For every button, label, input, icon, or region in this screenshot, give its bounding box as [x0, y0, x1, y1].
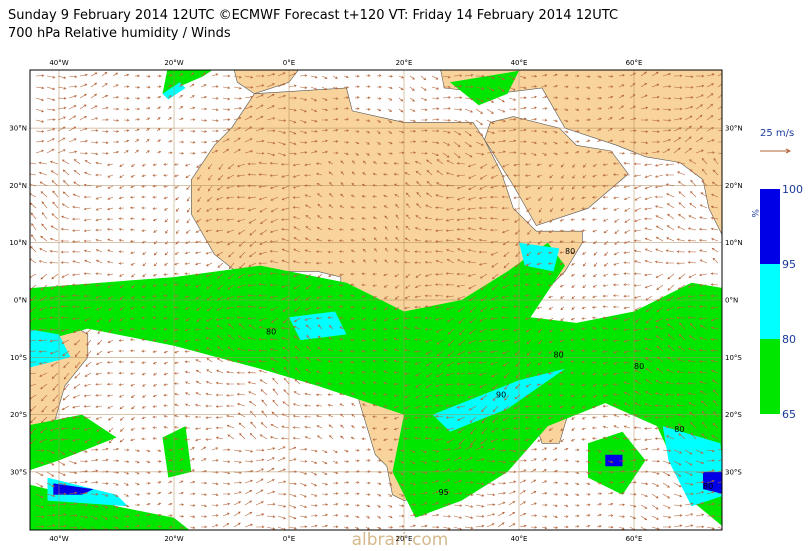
- lat-label-right: 20°N: [725, 182, 743, 190]
- contour-label: 80: [634, 362, 644, 371]
- colorbar-segment: [760, 339, 780, 414]
- colorbar-segment: [760, 264, 780, 339]
- lon-label-bottom: 0°E: [283, 535, 295, 543]
- colorbar-label: 65: [782, 408, 796, 421]
- lon-label-top: 40°E: [511, 59, 528, 67]
- lat-label-right: 10°N: [725, 239, 743, 247]
- lat-label-right: 10°S: [725, 354, 742, 362]
- watermark: albrari.com: [352, 530, 449, 550]
- lon-label-bottom: 60°E: [626, 535, 643, 543]
- lon-label-bottom: 40°E: [511, 535, 528, 543]
- humidity-cyan: [30, 329, 71, 368]
- lon-label-bottom: 40°W: [49, 535, 68, 543]
- lon-label-top: 60°E: [626, 59, 643, 67]
- colorbar-label: 100: [782, 183, 803, 196]
- wind-legend-label: 25 m/s: [760, 128, 794, 139]
- colorbar-label: 95: [782, 258, 796, 271]
- lon-label-top: 40°W: [49, 59, 68, 67]
- map-frame: [29, 69, 723, 531]
- lat-label-right: 30°S: [725, 468, 742, 476]
- map: 80 80 80 80 90 80 80 95: [30, 70, 722, 530]
- lat-label-right: 30°N: [725, 125, 743, 133]
- colorbar-segment: [760, 189, 780, 264]
- humidity-cyan: [289, 311, 347, 341]
- colorbar-unit: %: [749, 209, 759, 218]
- subtitle: 700 hPa Relative humidity / Winds: [8, 26, 231, 41]
- contour-label: 90: [496, 390, 506, 399]
- lon-label-top: 20°E: [396, 59, 413, 67]
- land-asia: [440, 70, 722, 236]
- contour-label: 80: [565, 247, 575, 256]
- lon-label-top: 20°W: [164, 59, 183, 67]
- lat-label-right: 20°S: [725, 411, 742, 419]
- contour-label: 80: [554, 350, 564, 359]
- lon-label-bottom: 20°W: [164, 535, 183, 543]
- lat-label-left: 30°N: [9, 125, 27, 133]
- humidity-green: [162, 426, 192, 478]
- contour-label: 80: [266, 327, 276, 336]
- lat-label-left: 20°S: [10, 411, 27, 419]
- lat-label-left: 0°N: [14, 297, 27, 305]
- lon-label-bottom: 20°E: [396, 535, 413, 543]
- humidity-green: [450, 70, 519, 106]
- humidity-blue: [53, 483, 94, 495]
- lat-label-right: 0°N: [725, 297, 738, 305]
- title: Sunday 9 February 2014 12UTC ©ECMWF Fore…: [8, 8, 618, 23]
- humidity-green: [30, 242, 722, 526]
- humidity-green: [30, 414, 117, 471]
- colorbar-label: 80: [782, 333, 796, 346]
- lat-label-left: 10°N: [9, 239, 27, 247]
- land-iberia: [233, 70, 299, 95]
- humidity-cyan: [47, 477, 128, 507]
- contour-label: 80: [703, 482, 713, 491]
- lat-label-left: 10°S: [10, 354, 27, 362]
- wind-arrows: [30, 71, 722, 530]
- land-arabia: [484, 116, 629, 226]
- humidity-blue: [703, 471, 722, 494]
- lat-label-left: 30°S: [10, 468, 27, 476]
- wind-legend-head: [785, 148, 792, 154]
- humidity-blue: [605, 454, 623, 467]
- humidity-cyan: [432, 368, 565, 432]
- lat-label-left: 20°N: [9, 182, 27, 190]
- contour-label: 80: [674, 425, 684, 434]
- contour-label: 95: [439, 488, 449, 497]
- lon-label-top: 0°E: [283, 59, 295, 67]
